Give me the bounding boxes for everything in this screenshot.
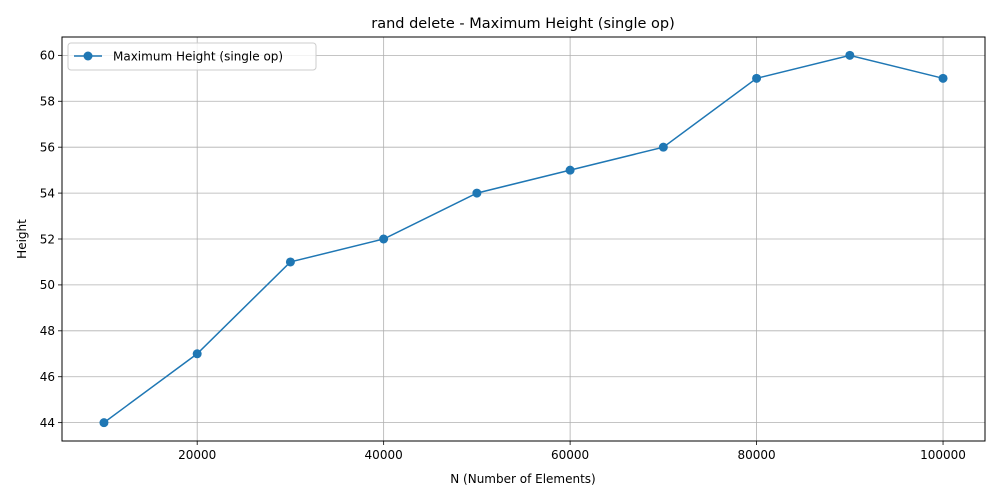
x-axis: 20000 40000 60000 80000 100000 [178,441,966,462]
data-point [379,234,389,244]
data-point [472,188,482,198]
data-point [285,257,295,267]
x-axis-label: N (Number of Elements) [450,472,596,486]
y-tick-label: 56 [40,140,55,154]
y-axis-label: Height [15,219,29,259]
y-tick-label: 52 [40,232,55,246]
data-point [565,165,575,175]
y-tick-label: 46 [40,370,55,384]
data-point [99,418,109,428]
y-tick-label: 48 [40,324,55,338]
x-tick-label: 40000 [365,448,403,462]
grid [62,37,985,441]
data-point [845,50,855,60]
y-axis: 44 46 48 50 52 54 56 58 60 [40,49,62,430]
data-point [658,142,668,152]
series-line [103,54,944,424]
chart-title: rand delete - Maximum Height (single op) [371,16,675,32]
y-tick-label: 44 [40,416,55,430]
legend-box [67,42,317,71]
plot-area [99,50,948,428]
y-tick-label: 50 [40,278,55,292]
x-tick-label: 80000 [737,448,775,462]
y-tick-label: 58 [40,95,55,109]
data-point [938,73,948,83]
legend: Maximum Height (single op) [67,42,317,71]
y-tick-label: 54 [40,186,55,200]
y-tick-label: 60 [40,49,55,63]
x-tick-label: 60000 [551,448,589,462]
data-point [752,73,762,83]
x-tick-label: 20000 [178,448,216,462]
x-tick-label: 100000 [920,448,966,462]
legend-marker-sample [83,51,93,61]
data-point [192,349,202,359]
legend-entry-label: Maximum Height (single op) [113,50,283,64]
